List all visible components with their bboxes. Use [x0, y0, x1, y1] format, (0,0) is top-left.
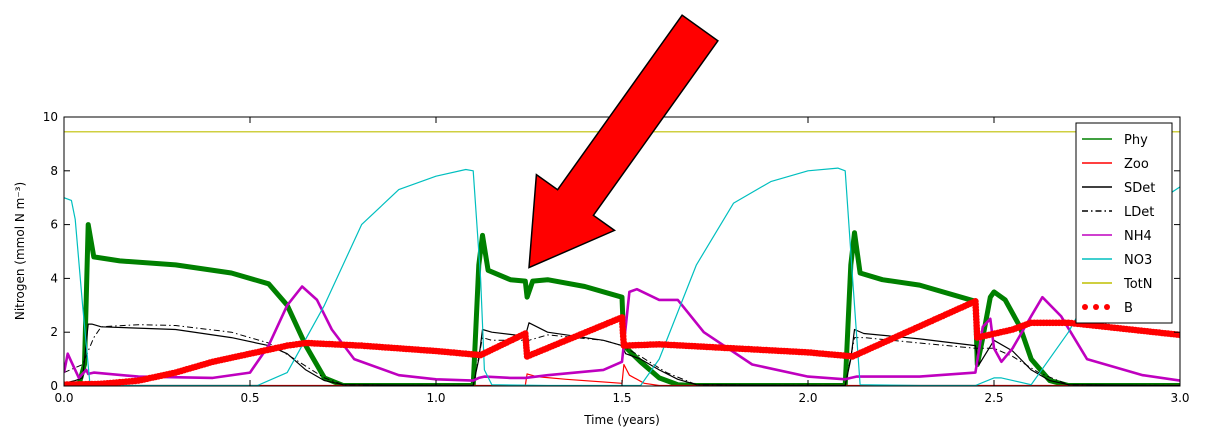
series-line [64, 285, 1180, 382]
series-line [64, 222, 1180, 386]
legend-box [1075, 122, 1173, 324]
series-b [64, 298, 1180, 386]
legend-item-ldet: LDet [1082, 205, 1154, 220]
legend-item-sdet: SDet [1082, 181, 1155, 196]
legend-label: Zoo [1124, 157, 1149, 172]
legend-marker [1082, 304, 1088, 310]
legend-item-phy: Phy [1082, 133, 1148, 148]
y-tick-label: 8 [50, 164, 58, 178]
x-tick-label: 3.0 [1170, 391, 1189, 405]
series-nh4 [64, 285, 1180, 382]
legend-item-zoo: Zoo [1082, 157, 1149, 172]
legend-label: Phy [1124, 133, 1148, 148]
y-tick-label: 2 [50, 325, 58, 339]
x-tick-label: 1.0 [426, 391, 445, 405]
legend-marker [1104, 304, 1110, 310]
legend-item-no3: NO3 [1082, 253, 1152, 268]
x-tick-label: 2.5 [984, 391, 1003, 405]
x-tick-label: 0.5 [240, 391, 259, 405]
legend-marker [1093, 304, 1099, 310]
y-tick-label: 10 [43, 110, 58, 124]
x-tick-label: 1.5 [612, 391, 631, 405]
legend-label: NH4 [1124, 229, 1152, 244]
legend-label: NO3 [1124, 253, 1152, 268]
series-ldet [64, 324, 1180, 386]
legend-label: B [1124, 301, 1133, 316]
y-axis-label: Nitrogen (mmol N m⁻³) [13, 182, 27, 320]
legend-item-b: B [1082, 301, 1133, 316]
ticks-group: 0.0 0.5 1.0 1.5 2.0 2.5 3.0 0 2 4 6 8 10 [43, 110, 1190, 405]
legend-label: TotN [1123, 277, 1153, 292]
legend-label: SDet [1124, 181, 1155, 196]
series-phy [64, 222, 1180, 386]
legend-label: LDet [1124, 205, 1154, 220]
arrow-shape [528, 14, 719, 269]
legend-item-totn: TotN [1082, 277, 1153, 292]
x-tick-label: 0.0 [54, 391, 73, 405]
annotation-arrow [528, 14, 719, 269]
x-axis-label: Time (years) [583, 413, 660, 427]
y-tick-label: 6 [50, 218, 58, 232]
legend-item-nh4: NH4 [1082, 229, 1152, 244]
x-tick-label: 2.0 [798, 391, 817, 405]
data-point [1176, 331, 1180, 339]
legend: Phy Zoo SDet LDet NH4 NO3 TotN B [1075, 122, 1173, 324]
y-tick-label: 4 [50, 271, 58, 285]
series-line [64, 324, 1180, 386]
y-tick-label: 0 [50, 379, 58, 393]
